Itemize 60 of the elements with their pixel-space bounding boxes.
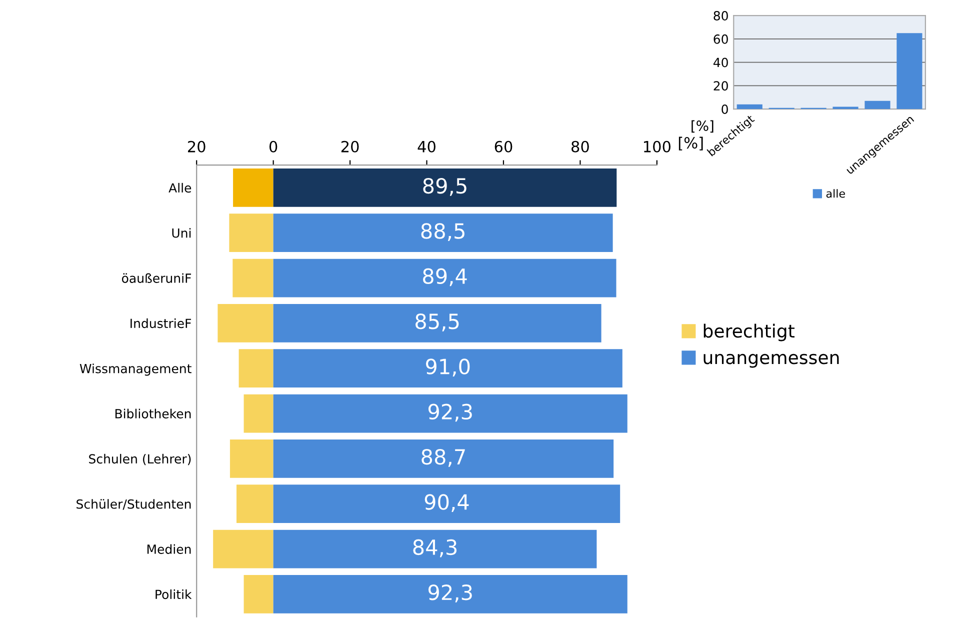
bar <box>232 258 274 298</box>
bar <box>273 574 628 614</box>
bar <box>273 394 628 433</box>
data-label: 92,3 <box>428 404 472 422</box>
bar <box>864 100 890 110</box>
data-label: 89,5 <box>423 178 466 196</box>
bar <box>229 214 274 252</box>
y-tick-label: Schulen (Lehrer) <box>89 454 191 466</box>
data-label: 84,3 <box>413 539 457 558</box>
y-tick-label: 20 <box>714 81 728 91</box>
bar <box>896 33 922 110</box>
bar <box>236 484 274 524</box>
bar <box>273 168 617 207</box>
y-tick-label: Medien <box>147 544 191 554</box>
data-label: 85,5 <box>416 313 459 332</box>
x-tick-label: 0 <box>269 140 278 152</box>
legend-label: alle <box>826 189 845 198</box>
y-tick-label: Uni <box>172 228 191 238</box>
x-tick-label: 80 <box>572 140 589 152</box>
bar <box>230 439 274 478</box>
x-tick-label: 20 <box>188 140 206 152</box>
x-tick-label: 60 <box>494 140 512 152</box>
bar <box>238 349 274 388</box>
y-tick-label: IndustrieF <box>130 318 192 328</box>
x-tick-label: 40 <box>418 140 436 152</box>
bar <box>233 168 274 207</box>
x-tick-label: 20 <box>341 140 359 152</box>
y-tick-label: Politik <box>156 589 192 600</box>
bar <box>273 304 602 342</box>
bar <box>273 349 622 388</box>
bar <box>273 258 616 298</box>
y-tick-label: 40 <box>713 58 728 68</box>
y-tick-label: 60 <box>714 34 728 44</box>
bar <box>244 574 274 614</box>
data-label: 88,7 <box>422 448 465 467</box>
bar <box>218 304 274 342</box>
bar <box>213 530 274 568</box>
y-tick-label: öaußeruniF <box>122 273 192 283</box>
bar <box>736 104 762 110</box>
bar <box>244 394 274 433</box>
y-tick-label: Alle <box>168 182 192 193</box>
x-tick-label: 100 <box>644 140 670 152</box>
y-tick-label: Bibliotheken <box>115 408 191 418</box>
legend-label: berechtigt <box>704 324 794 342</box>
data-label: 91,0 <box>426 358 470 377</box>
bar <box>832 106 858 110</box>
y-tick-label: Wissmanagement <box>80 364 192 376</box>
bar <box>273 530 597 568</box>
y-tick-label: 80 <box>714 11 728 20</box>
bar <box>273 484 620 524</box>
bar <box>273 214 613 252</box>
x-axis-title: [%] <box>678 136 703 150</box>
y-tick-label: 0 <box>722 104 728 114</box>
y-tick-label: Schüler/Studenten <box>76 499 191 510</box>
bar <box>273 439 614 478</box>
data-label: 92,3 <box>428 584 472 602</box>
data-label: 88,5 <box>421 223 464 242</box>
legend-label: unangemessen <box>704 354 839 368</box>
data-label: 89,4 <box>423 268 467 286</box>
data-label: 90,4 <box>424 494 469 512</box>
